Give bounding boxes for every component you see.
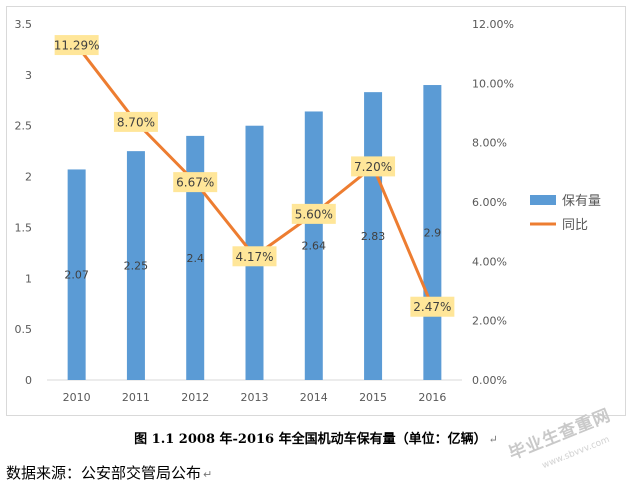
x-tick-label: 2013 bbox=[241, 391, 269, 404]
bar-data-label: 2.9 bbox=[424, 227, 442, 240]
x-tick-label: 2011 bbox=[122, 391, 150, 404]
bar bbox=[304, 111, 323, 380]
x-tick-label: 2016 bbox=[418, 391, 446, 404]
bar-data-label: 2.4 bbox=[186, 252, 204, 265]
line-label-box bbox=[113, 111, 158, 132]
y-right-tick-label: 6.00% bbox=[472, 196, 507, 209]
line-label-box bbox=[291, 203, 336, 224]
line-data-label: 2.47% bbox=[413, 300, 451, 314]
y-left-tick-label: 3 bbox=[25, 69, 32, 82]
caption-paragraph-mark: ↵ bbox=[488, 433, 498, 446]
source-text: 数据来源：公安部交管局公布 bbox=[6, 464, 202, 482]
x-tick-label: 2012 bbox=[181, 391, 209, 404]
y-right-tick-label: 10.00% bbox=[472, 77, 514, 90]
y-left-tick-label: 1.5 bbox=[15, 221, 33, 234]
bar-data-label: 2.83 bbox=[361, 230, 386, 243]
y-left-tick-label: 0 bbox=[25, 374, 32, 387]
chart-svg: 0 0.5 1 1.5 2 2.5 3 3.5 0.00% 2.00% 4.00% 6.00% 8.00… bbox=[15, 18, 602, 404]
y-left-tick-label: 2.5 bbox=[15, 120, 33, 133]
bar-data-label: 2.07 bbox=[64, 269, 89, 282]
y-left-tick-label: 2 bbox=[25, 171, 32, 184]
y-left-tick-label: 1 bbox=[25, 272, 32, 285]
y-right-tick-label: 2.00% bbox=[472, 315, 507, 328]
x-tick-label: 2015 bbox=[359, 391, 387, 404]
caption-text: 图 1.1 2008 年-2016 年全国机动车保有量（单位：亿辆） bbox=[134, 432, 487, 447]
bar-data-label: 2.64 bbox=[302, 240, 327, 253]
data-source: 数据来源：公安部交管局公布 ↵ bbox=[6, 462, 212, 483]
chart-frame bbox=[6, 6, 626, 416]
y-left-tick-label: 3.5 bbox=[15, 18, 33, 31]
line-data-label: 6.67% bbox=[176, 176, 214, 190]
line-label-box bbox=[351, 156, 396, 177]
legend-bar-label: 保有量 bbox=[562, 194, 601, 209]
line-data-label: 8.70% bbox=[117, 115, 155, 129]
bar bbox=[126, 151, 145, 380]
legend-line-label: 同比 bbox=[562, 218, 588, 233]
bar-data-label: 2.25 bbox=[124, 260, 149, 273]
x-tick-label: 2010 bbox=[63, 391, 91, 404]
line-label-box bbox=[54, 35, 99, 56]
figure-caption: 图 1.1 2008 年-2016 年全国机动车保有量（单位：亿辆） ↵ bbox=[0, 428, 632, 447]
line-data-label: 11.29% bbox=[54, 39, 100, 53]
line-data-label: 4.17% bbox=[235, 250, 273, 264]
line-data-label: 7.20% bbox=[354, 160, 392, 174]
x-tick-label: 2014 bbox=[300, 391, 328, 404]
y-right-tick-label: 0.00% bbox=[472, 374, 507, 387]
source-paragraph-mark: ↵ bbox=[203, 468, 213, 481]
bar bbox=[186, 135, 205, 380]
y-right-tick-label: 8.00% bbox=[472, 137, 507, 150]
bar bbox=[67, 169, 86, 380]
y-left-tick-label: 0.5 bbox=[15, 323, 33, 336]
line-data-label: 5.60% bbox=[295, 207, 333, 221]
y-right-tick-label: 4.00% bbox=[472, 255, 507, 268]
line-label-box bbox=[232, 246, 277, 267]
line-label-box bbox=[410, 296, 455, 317]
line-label-box bbox=[173, 172, 218, 193]
y-right-tick-label: 12.00% bbox=[472, 18, 514, 31]
legend-bar-swatch bbox=[530, 195, 556, 205]
